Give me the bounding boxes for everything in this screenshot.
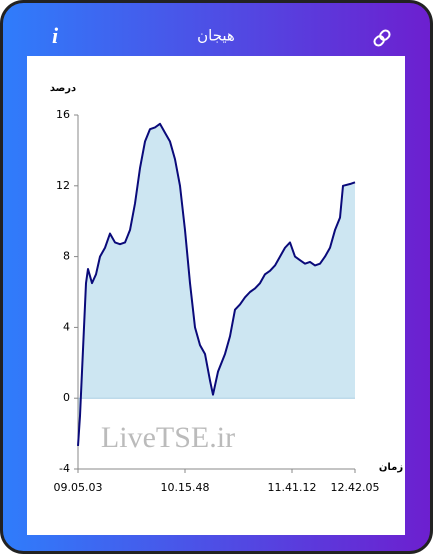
x-tick-label: 10.15.48 [161,481,210,494]
header-title: هیجان [197,27,235,45]
x-tick-label: 12.42.05 [331,481,380,494]
y-tick-label: -4 [59,462,70,475]
y-tick-label: 0 [63,391,70,404]
x-tick-label: 11.41.12 [268,481,317,494]
line [77,122,356,447]
x-tick-label: 09.05.03 [54,481,103,494]
y-tick-label: 16 [56,108,70,121]
link-icon[interactable] [373,29,391,47]
watermark: LiveTSE.ir [101,421,235,454]
y-tick-label: 12 [56,179,70,192]
x-axis-label: زمان [379,462,403,473]
y-tick-label: 8 [63,250,70,263]
info-icon[interactable]: i [52,23,59,48]
y-tick-label: 4 [63,320,70,333]
y-axis-label: درصد [50,83,76,94]
area-fill [78,123,355,446]
